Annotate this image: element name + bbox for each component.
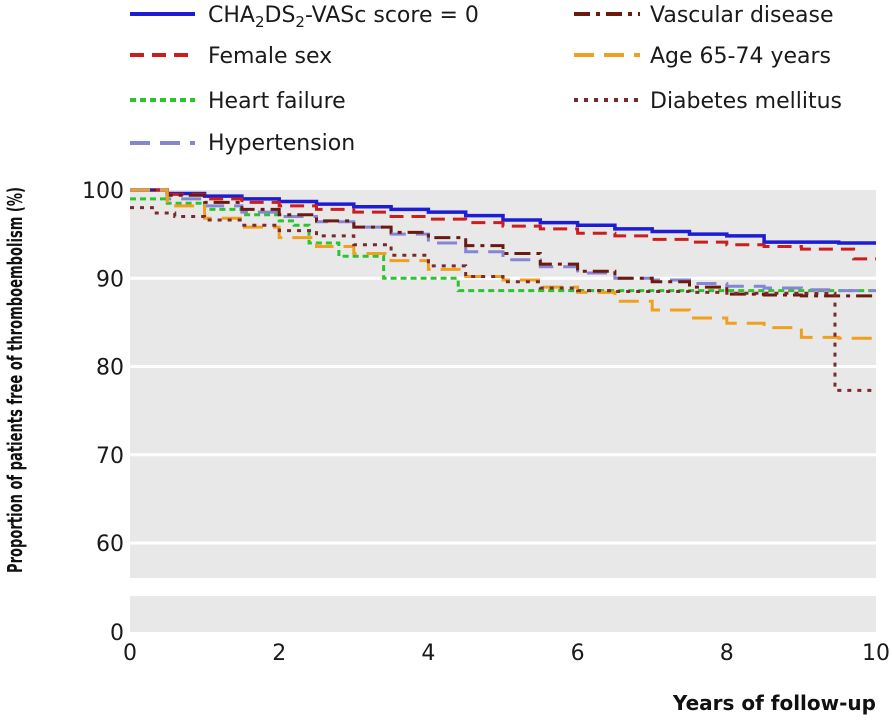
legend-label-age-65-74: Age 65-74 years xyxy=(650,44,831,69)
series-line-vascular-disease xyxy=(130,188,876,298)
y-tick-label-80: 80 xyxy=(96,356,124,381)
x-tick-label-0: 0 xyxy=(123,641,137,666)
y-axis-title-group: Proportion of patients free of thromboem… xyxy=(3,187,27,573)
y-tick-label-0: 0 xyxy=(110,621,124,646)
series-line-heart-failure xyxy=(130,197,876,293)
x-tick-label-4: 4 xyxy=(421,641,435,666)
series-line-female-sex xyxy=(130,188,876,261)
x-tick-label-2: 2 xyxy=(272,641,286,666)
y-tick-label-70: 70 xyxy=(96,444,124,469)
y-axis-title: Proportion of patients free of thromboem… xyxy=(3,187,27,573)
y-tick-label-60: 60 xyxy=(96,532,124,557)
legend-label-hypertension: Hypertension xyxy=(208,131,355,156)
series-line-diabetes-mellitus xyxy=(130,206,876,392)
legend-label-cha2ds2vasc: CHA2DS2-VASc score = 0 xyxy=(208,3,479,31)
legend-label-vascular-disease: Vascular disease xyxy=(650,3,834,28)
y-axis-ticks: 0 60 70 80 90 100 xyxy=(82,179,124,646)
legend: CHA2DS2-VASc score = 0 Female sex Heart … xyxy=(130,3,842,156)
x-tick-label-8: 8 xyxy=(720,641,734,666)
x-axis-title: Years of follow-up xyxy=(672,691,876,715)
x-axis-ticks: 0 2 4 6 8 10 xyxy=(123,641,890,666)
legend-label-female-sex: Female sex xyxy=(208,44,332,69)
x-tick-label-10: 10 xyxy=(862,641,890,666)
plot-area-lower xyxy=(130,596,876,632)
series-lines xyxy=(130,188,876,392)
y-tick-label-100: 100 xyxy=(82,179,124,204)
series-line-cha-ds-vasc-score-0 xyxy=(130,188,876,245)
series-line-hypertension xyxy=(130,188,876,293)
y-tick-label-90: 90 xyxy=(96,267,124,292)
legend-label-diabetes-mellitus: Diabetes mellitus xyxy=(650,89,842,114)
legend-label-heart-failure: Heart failure xyxy=(208,89,346,114)
x-tick-label-6: 6 xyxy=(571,641,585,666)
